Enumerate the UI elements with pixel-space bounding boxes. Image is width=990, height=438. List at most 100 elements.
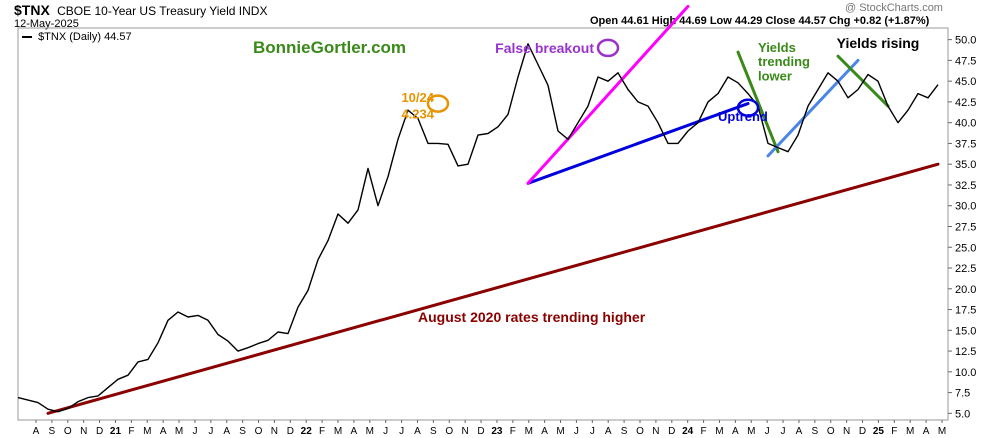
y-tick-label: 30.0	[955, 201, 976, 213]
y-tick-label: 27.5	[955, 221, 976, 233]
y-tick-label: 5.0	[955, 408, 970, 420]
legend-label: $TNX (Daily) 44.57	[38, 31, 132, 43]
x-tick-label: M	[334, 426, 342, 437]
x-tick-label: M	[366, 426, 374, 437]
annotation-label: trending	[758, 54, 810, 69]
y-tick-label: 7.5	[955, 388, 970, 400]
x-tick-label: S	[239, 426, 246, 437]
x-tick-label: M	[175, 426, 183, 437]
x-tick-label: A	[33, 426, 40, 437]
highlight-circle	[736, 98, 760, 117]
x-tick-label: O	[827, 426, 835, 437]
annotation-label: 10/24	[401, 90, 434, 105]
trendline	[766, 58, 860, 158]
x-tick-label: A	[796, 426, 803, 437]
trendline	[46, 162, 940, 415]
watermark: BonnieGortler.com	[253, 38, 407, 57]
trendlines	[46, 4, 940, 415]
y-tick-label: 37.5	[955, 138, 976, 150]
annotation-label: 4.234	[401, 107, 434, 122]
x-tick-label: S	[812, 426, 819, 437]
x-tick-label: M	[938, 426, 946, 437]
ohlc-readout: Open 44.61 High 44.69 Low 44.29 Close 44…	[590, 15, 930, 27]
trendline	[736, 50, 780, 154]
series-legend: $TNX (Daily) 44.57	[22, 31, 132, 43]
annotation-label: Yields rising	[837, 35, 920, 51]
x-tick-label: N	[80, 426, 87, 437]
x-tick-label: D	[859, 426, 866, 437]
y-tick-label: 32.5	[955, 180, 976, 192]
x-tick-label: A	[351, 426, 358, 437]
x-tick-label: F	[319, 426, 325, 437]
y-tick-label: 25.0	[955, 242, 976, 254]
x-tick-label: J	[192, 426, 197, 437]
trendline	[526, 4, 690, 185]
x-tick-label: J	[765, 426, 770, 437]
highlight-circle	[596, 38, 620, 58]
x-tick-label: N	[843, 426, 850, 437]
x-tick-label: A	[541, 426, 548, 437]
x-tick-label: M	[906, 426, 914, 437]
y-tick-label: 12.5	[955, 346, 976, 358]
x-tick-label: N	[462, 426, 469, 437]
x-tick-label: D	[287, 426, 294, 437]
legend-swatch	[22, 36, 32, 39]
x-tick-label: A	[732, 426, 739, 437]
x-tick-label: D	[96, 426, 103, 437]
x-tick-label: A	[605, 426, 612, 437]
stockcharts-brand[interactable]: @ StockCharts.com	[845, 2, 943, 14]
x-tick-label: S	[49, 426, 56, 437]
y-tick-label: 15.0	[955, 325, 976, 337]
y-tick-label: 10.0	[955, 367, 976, 379]
x-tick-label: M	[715, 426, 723, 437]
chart-date: 12-May-2025	[14, 18, 79, 30]
x-tick-label: N	[652, 426, 659, 437]
y-tick-label: 22.5	[955, 263, 976, 275]
y-tick-label: 40.0	[955, 118, 976, 130]
annotation-label: Yields	[758, 40, 796, 55]
x-tick-label: S	[430, 426, 437, 437]
x-tick-label: J	[399, 426, 404, 437]
x-tick-label: J	[208, 426, 213, 437]
x-tick-label: F	[128, 426, 134, 437]
x-tick-label: F	[891, 426, 897, 437]
chart-header: $TNX CBOE 10-Year US Treasury Yield INDX	[14, 2, 267, 18]
y-tick-label: 42.5	[955, 97, 976, 109]
x-tick-label: F	[510, 426, 516, 437]
x-tick-label: A	[414, 426, 421, 437]
x-tick-label: 22	[301, 426, 313, 437]
x-tick-label: S	[621, 426, 628, 437]
chart-axes: 5.0 7.5 10.0 12.5 15.0 17.5 20.0 22.5 25.0 27.5 30…	[17, 27, 976, 437]
annotations: False breakout 10/24 4.234 Uptrend Yieldstre…	[401, 35, 919, 325]
x-tick-label: A	[923, 426, 930, 437]
x-tick-label: D	[477, 426, 484, 437]
x-tick-label: 25	[873, 426, 885, 437]
x-tick-label: O	[64, 426, 72, 437]
annotation-label: lower	[758, 68, 792, 83]
y-tick-label: 20.0	[955, 284, 976, 296]
x-tick-label: J	[383, 426, 388, 437]
x-tick-label: 21	[110, 426, 122, 437]
x-tick-label: D	[668, 426, 675, 437]
y-tick-label: 50.0	[955, 35, 976, 47]
x-tick-label: O	[255, 426, 263, 437]
plot-frame	[17, 27, 949, 421]
annotation-label: Uptrend	[718, 109, 768, 124]
y-tick-label: 35.0	[955, 159, 976, 171]
x-tick-label: J	[781, 426, 786, 437]
x-tick-label: J	[574, 426, 579, 437]
x-tick-label: F	[701, 426, 707, 437]
annotation-label: August 2020 rates trending higher	[418, 309, 646, 325]
annotation-label: False breakout	[495, 40, 594, 56]
x-tick-label: 23	[491, 426, 503, 437]
x-tick-label: J	[590, 426, 595, 437]
y-tick-label: 45.0	[955, 76, 976, 88]
x-tick-label: 24	[682, 426, 694, 437]
x-tick-label: M	[556, 426, 564, 437]
price-line	[17, 43, 939, 413]
x-tick-label: M	[747, 426, 755, 437]
x-tick-label: M	[143, 426, 151, 437]
highlight-circle	[426, 94, 450, 113]
x-tick-label: O	[445, 426, 453, 437]
